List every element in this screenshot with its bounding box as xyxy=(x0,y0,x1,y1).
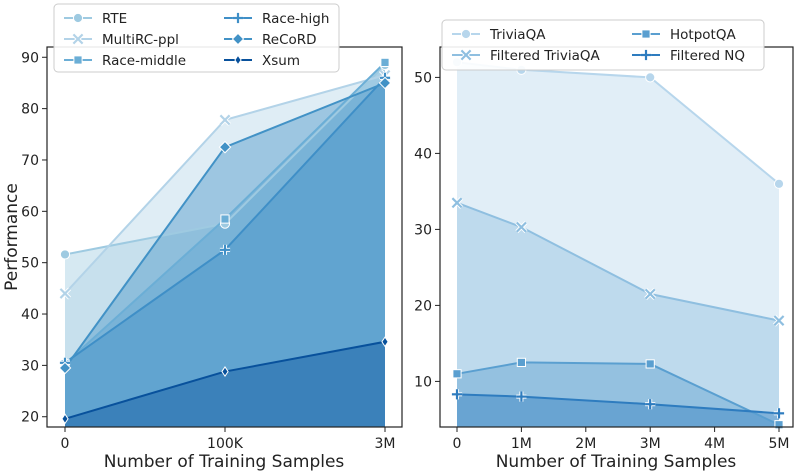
right-point-filtered-nq-0 xyxy=(451,389,463,400)
left-area-race-middle xyxy=(65,62,385,427)
right-legend-marker-triviaqa xyxy=(460,28,472,40)
right-ytick-label: 30 xyxy=(414,222,432,238)
left-panel: 20 30 40 50 60 70 80 90 0 100K 3M Number of Train… xyxy=(2,3,403,472)
left-xtick-label: 100K xyxy=(207,436,244,452)
right-point-hotpotqa-1 xyxy=(516,357,526,367)
right-line-hotpotqa xyxy=(456,361,780,426)
right-line-filtered-triviaqa xyxy=(456,201,780,322)
left-legend-label-race-middle: Race-middle xyxy=(102,53,186,69)
right-ytick-label: 20 xyxy=(414,298,432,314)
left-legend-marker-race-high xyxy=(232,12,244,24)
left-point-race-middle-1 xyxy=(220,214,230,224)
left-legend-item-record: ReCoRD xyxy=(224,32,317,48)
right-xtick-label: 4M xyxy=(704,436,725,452)
right-ytick-label: 40 xyxy=(414,146,432,162)
left-plot-background xyxy=(47,47,402,427)
right-point-triviaqa-3 xyxy=(773,178,785,189)
right-point-hotpotqa-2 xyxy=(645,359,655,369)
right-legend-marker-filtered-triviaqa xyxy=(459,48,473,62)
right-legend-label-filtered-triviaqa: Filtered TriviaQA xyxy=(490,48,601,64)
right-legend-marker-filtered-nq xyxy=(640,49,652,61)
left-legend-item-multirc-ppl: MultiRC-ppl xyxy=(64,32,179,48)
right-point-hotpotqa-0 xyxy=(452,369,462,379)
left-xtick-label: 3M xyxy=(375,436,396,452)
right-legend-frame xyxy=(441,19,765,71)
right-legend-marker-hotpotqa xyxy=(641,29,651,39)
right-xtick-label: 5M xyxy=(769,436,790,452)
right-area-triviaqa xyxy=(457,62,779,427)
left-legend-item-race-high: Race-high xyxy=(224,11,329,27)
left-legend-label-multirc-ppl: MultiRC-ppl xyxy=(102,32,179,48)
left-area-xsum xyxy=(65,341,385,427)
right-area-filtered-nq xyxy=(457,394,779,427)
left-legend-item-race-middle: Race-middle xyxy=(64,53,186,69)
left-legend-label-rte: RTE xyxy=(102,11,127,27)
left-legend-item-rte: RTE xyxy=(64,11,127,27)
left-legend-marker-multirc-ppl xyxy=(71,32,85,46)
right-point-filtered-triviaqa-1 xyxy=(515,221,528,234)
left-point-record-2 xyxy=(378,76,392,90)
left-legend-marker-xsum xyxy=(234,54,242,66)
left-legend-label-race-high: Race-high xyxy=(262,11,329,27)
left-point-rte-0 xyxy=(59,249,71,260)
right-legend-item-hotpotqa: HotpotQA xyxy=(632,27,736,43)
right-panel: 10 20 30 40 50 0 1M 2M 3M 4M 5M Number of Trainin… xyxy=(414,19,794,472)
right-ytick-label: 10 xyxy=(414,374,432,390)
left-legend-marker-race-middle xyxy=(73,55,83,65)
left-point-xsum-2 xyxy=(381,336,389,348)
right-point-filtered-nq-3 xyxy=(773,408,785,419)
right-xtick-label: 1M xyxy=(511,436,532,452)
left-ytick-label: 50 xyxy=(21,256,39,272)
right-area-filtered-triviaqa xyxy=(457,202,779,427)
left-point-race-middle-2 xyxy=(380,57,390,68)
left-ytick-label: 30 xyxy=(21,358,39,374)
right-point-filtered-nq-1 xyxy=(516,391,527,402)
left-x-axis-label: Number of Training Samples xyxy=(104,452,345,472)
left-y-axis-label: Performance xyxy=(2,183,22,291)
right-point-filtered-nq-2 xyxy=(645,399,656,410)
left-xtick-label: 0 xyxy=(61,436,70,452)
right-legend: TriviaQA Filtered TriviaQA HotpotQA Filtere… xyxy=(441,19,765,71)
left-ytick-label: 60 xyxy=(21,204,39,220)
left-legend-marker-rte xyxy=(72,12,84,24)
left-point-xsum-0 xyxy=(61,413,69,425)
right-area-hotpotqa xyxy=(457,362,779,427)
right-point-filtered-triviaqa-3 xyxy=(772,314,786,327)
left-point-xsum-1 xyxy=(221,366,229,378)
left-ytick-label: 20 xyxy=(21,410,39,426)
right-point-filtered-triviaqa-0 xyxy=(450,196,464,209)
right-point-triviaqa-2 xyxy=(645,72,656,83)
right-legend-label-filtered-nq: Filtered NQ xyxy=(670,48,745,64)
left-point-record-0 xyxy=(58,361,72,375)
left-ytick-label: 40 xyxy=(21,307,39,323)
right-xtick-label: 0 xyxy=(453,436,462,452)
left-ytick-label: 80 xyxy=(21,102,39,118)
left-legend-label-xsum: Xsum xyxy=(262,53,300,69)
left-point-multirc-ppl-0 xyxy=(58,287,72,300)
left-ytick-label: 70 xyxy=(21,153,39,169)
right-x-axis-label: Number of Training Samples xyxy=(496,452,737,472)
left-legend-label-record: ReCoRD xyxy=(262,32,317,48)
right-legend-item-triviaqa: TriviaQA xyxy=(452,27,546,43)
left-point-race-high-1 xyxy=(219,244,231,255)
right-xtick-label: 2M xyxy=(575,436,596,452)
right-point-filtered-triviaqa-2 xyxy=(644,287,657,301)
left-point-record-1 xyxy=(218,140,232,154)
left-legend-item-xsum: Xsum xyxy=(224,53,300,69)
left-point-multirc-ppl-1 xyxy=(218,113,232,126)
right-line-filtered-nq xyxy=(456,393,780,415)
right-legend-item-filtered-triviaqa: Filtered TriviaQA xyxy=(452,48,601,64)
right-legend-label-triviaqa: TriviaQA xyxy=(489,27,546,43)
right-legend-item-filtered-nq: Filtered NQ xyxy=(632,48,745,64)
left-ytick-label: 90 xyxy=(21,50,39,66)
left-legend-marker-record xyxy=(231,32,245,46)
left-legend: RTE MultiRC-ppl Race-middle Race-high ReCoRD… xyxy=(53,3,340,73)
right-legend-label-hotpotqa: HotpotQA xyxy=(670,27,736,43)
left-area-record xyxy=(65,82,385,427)
right-xtick-label: 3M xyxy=(640,436,661,452)
right-ytick-label: 50 xyxy=(414,70,432,86)
left-legend-frame xyxy=(53,3,340,73)
